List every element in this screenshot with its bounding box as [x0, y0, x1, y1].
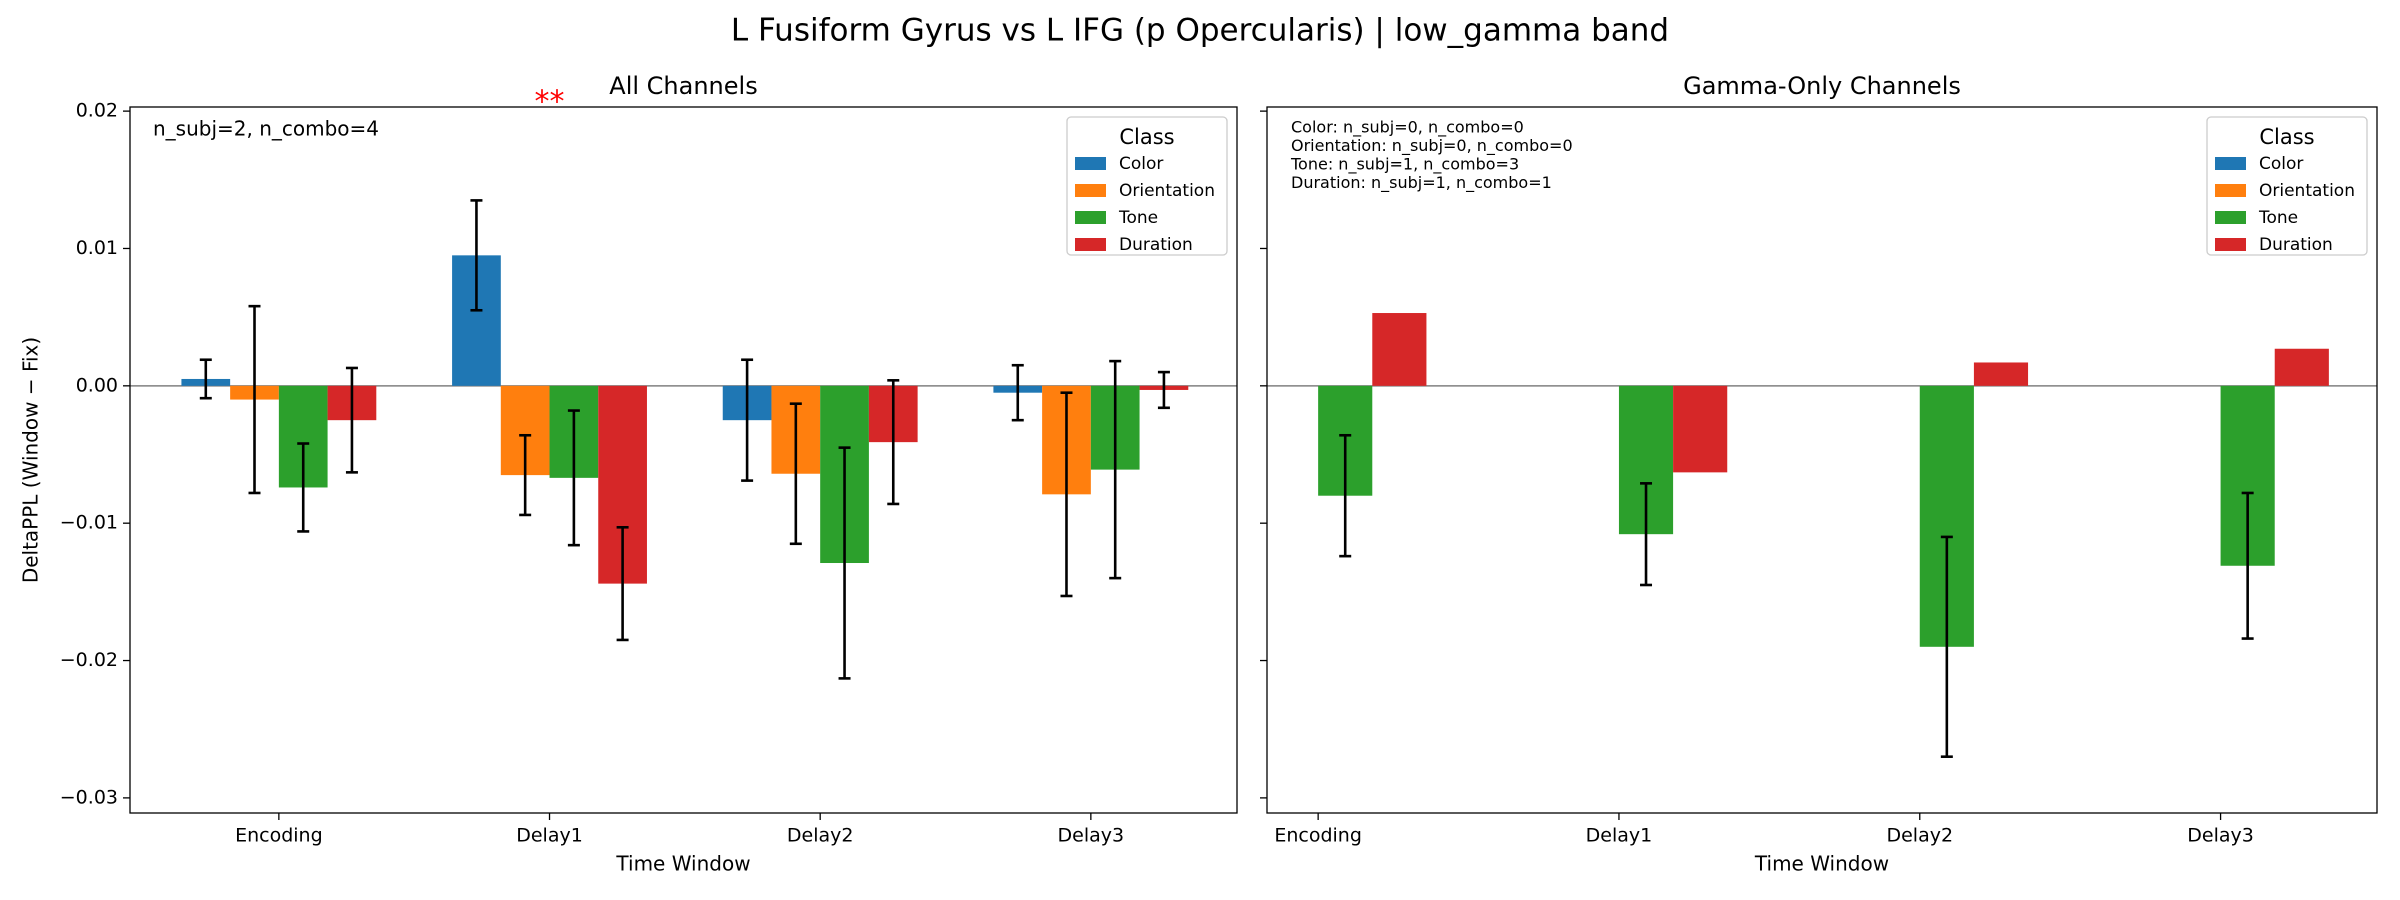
- bar: [1973, 362, 2029, 386]
- legend-label: Tone: [2258, 208, 2298, 228]
- x-tick-label: Delay3: [2187, 825, 2254, 847]
- legend-title: Class: [2259, 125, 2314, 149]
- legend-swatch: [1075, 184, 1106, 197]
- error-bar: [345, 366, 358, 474]
- bar: [1372, 313, 1427, 386]
- x-tick-label: Delay1: [1586, 825, 1653, 847]
- x-axis-label: Time Window: [1754, 852, 1889, 876]
- error-bar: [887, 379, 900, 506]
- error-bar: [519, 433, 532, 517]
- annotation: Duration: n_subj=1, n_combo=1: [1291, 173, 1552, 193]
- legend-box: [2206, 116, 2368, 256]
- error-bar: [199, 358, 212, 400]
- error-bar: [1339, 433, 1352, 558]
- error-bar: [741, 358, 754, 482]
- error-bar: [1157, 370, 1170, 410]
- y-tick-label: 0.01: [76, 237, 118, 259]
- legend-label: Orientation: [1119, 181, 1215, 201]
- subplot-title: Gamma-Only Channels: [1683, 72, 1961, 100]
- legend-box: [1066, 116, 1228, 256]
- legend-swatch: [1075, 157, 1106, 170]
- y-tick-label: −0.03: [60, 786, 118, 808]
- y-tick-label: 0.00: [76, 374, 118, 396]
- error-bar: [1109, 359, 1122, 580]
- annotation: n_subj=2, n_combo=4: [153, 117, 379, 141]
- subplot-title: All Channels: [609, 72, 757, 100]
- x-tick-label: Encoding: [235, 825, 323, 847]
- bar: [1673, 385, 1728, 473]
- y-tick-label: 0.02: [76, 100, 118, 122]
- error-bar: [1640, 482, 1653, 587]
- legend-swatch: [2215, 238, 2246, 251]
- error-bar: [248, 304, 261, 495]
- significance-label: **: [535, 85, 565, 120]
- x-tick-label: Delay1: [516, 825, 583, 847]
- legend-swatch: [1075, 211, 1106, 224]
- y-tick-label: −0.02: [60, 649, 118, 671]
- error-bar: [789, 402, 802, 546]
- error-bar: [470, 199, 483, 312]
- error-bar: [567, 409, 580, 547]
- legend-title: Class: [1119, 125, 1174, 149]
- y-tick-label: −0.01: [60, 512, 118, 534]
- x-tick-label: Delay2: [1886, 825, 1953, 847]
- x-tick-label: Encoding: [1274, 825, 1362, 847]
- error-bar: [1060, 391, 1073, 598]
- legend-swatch: [2215, 157, 2246, 170]
- x-tick-label: Delay3: [1058, 825, 1125, 847]
- legend-label: Color: [2259, 154, 2303, 174]
- figure-title: L Fusiform Gyrus vs L IFG (p Opercularis…: [731, 13, 1669, 49]
- legend-label: Color: [1119, 154, 1163, 174]
- x-tick-label: Delay2: [787, 825, 854, 847]
- legend-swatch: [2215, 184, 2246, 197]
- legend-label: Orientation: [2259, 181, 2355, 201]
- error-bar: [1011, 363, 1024, 422]
- annotation: Color: n_subj=0, n_combo=0: [1291, 118, 1524, 138]
- legend-label: Tone: [1118, 208, 1158, 228]
- plot-frame: [1266, 106, 2378, 814]
- bar: [2274, 348, 2329, 386]
- error-bar: [2241, 491, 2254, 640]
- legend-label: Duration: [1119, 235, 1193, 255]
- error-bar: [838, 446, 851, 680]
- legend-label: Duration: [2259, 235, 2333, 255]
- annotation: Orientation: n_subj=0, n_combo=0: [1291, 136, 1573, 156]
- annotation: Tone: n_subj=1, n_combo=3: [1290, 155, 1519, 175]
- y-axis-label: DeltaPPL (Window − Fix): [19, 337, 43, 583]
- legend-swatch: [1075, 238, 1106, 251]
- x-axis-label: Time Window: [615, 852, 750, 876]
- error-bar: [297, 442, 310, 533]
- error-bar: [1940, 535, 1953, 758]
- error-bar: [616, 526, 629, 642]
- legend-swatch: [2215, 211, 2246, 224]
- plot-frame: [129, 106, 1238, 814]
